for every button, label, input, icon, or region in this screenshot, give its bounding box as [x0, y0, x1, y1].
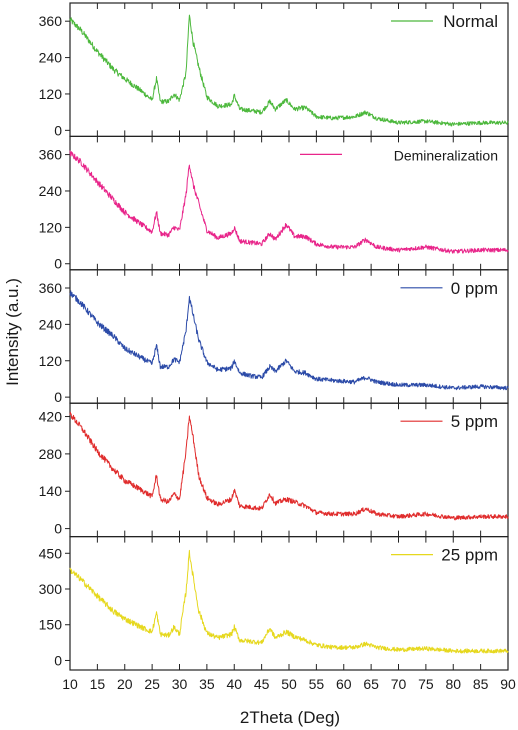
y-tick-label: 360	[39, 13, 63, 29]
y-tick-label: 120	[39, 86, 63, 102]
series-line	[69, 290, 509, 391]
y-tick-label: 120	[39, 353, 63, 369]
x-tick-label: 40	[226, 676, 242, 692]
x-tick-label: 60	[336, 676, 352, 692]
y-tick-label: 0	[54, 389, 62, 405]
y-tick-label: 0	[54, 652, 62, 668]
x-tick-label: 55	[309, 676, 325, 692]
legend-label: 0 ppm	[451, 279, 498, 298]
series-line	[69, 150, 509, 254]
y-tick-label: 360	[39, 147, 63, 163]
panel-0: 0 120 240 360 Normal	[39, 2, 509, 138]
x-tick-label: 50	[281, 676, 297, 692]
y-tick-label: 0	[54, 256, 62, 272]
x-axis: 10 15 20 25 30 35 40 45 50 55 60 65 70 75 80 85 90	[62, 676, 516, 692]
panel-2: 0 120 240 360 0 ppm	[39, 269, 509, 405]
x-tick-label: 70	[391, 676, 407, 692]
y-tick-label: 240	[39, 183, 63, 199]
y-tick-label: 140	[39, 483, 63, 499]
y-tick-label: 0	[54, 122, 62, 138]
series-line	[69, 549, 509, 654]
x-tick-label: 45	[254, 676, 270, 692]
y-tick-label: 240	[39, 50, 63, 66]
y-axis-title: Intensity (a.u.)	[3, 278, 22, 386]
y-tick-label: 150	[39, 617, 63, 633]
x-tick-label: 80	[445, 676, 461, 692]
series-line	[69, 14, 509, 127]
series-line	[69, 411, 509, 521]
x-tick-label: 25	[144, 676, 160, 692]
legend-label: Demineralization	[394, 147, 498, 163]
x-tick-label: 30	[172, 676, 188, 692]
x-tick-label: 65	[363, 676, 379, 692]
x-tick-label: 35	[199, 676, 215, 692]
legend-label: 25 ppm	[441, 546, 498, 565]
panel-1: 0 120 240 360 Demineralization	[39, 135, 509, 272]
y-tick-label: 360	[39, 280, 63, 296]
y-tick-label: 280	[39, 446, 63, 462]
panel-3: 0 140 280 420 5 ppm	[39, 402, 509, 538]
legend-label: 5 ppm	[451, 412, 498, 431]
x-tick-label: 15	[90, 676, 106, 692]
panel-4: 0 150 300 450 25 ppm	[39, 535, 509, 671]
x-tick-label: 20	[117, 676, 133, 692]
y-tick-label: 300	[39, 581, 63, 597]
panel-frame	[69, 269, 509, 404]
x-tick-label: 75	[418, 676, 434, 692]
x-tick-label: 10	[62, 676, 78, 692]
x-axis-title: 2Theta (Deg)	[240, 708, 340, 727]
y-tick-label: 420	[39, 409, 63, 425]
panels-layer: 0 120 240 360 Normal 0 120 240 360 Demineralizati…	[39, 2, 509, 671]
y-tick-label: 120	[39, 219, 63, 235]
y-tick-label: 450	[39, 545, 63, 561]
x-tick-label: 85	[473, 676, 489, 692]
legend-label: Normal	[443, 12, 498, 31]
y-tick-label: 0	[54, 521, 62, 537]
y-tick-label: 240	[39, 316, 63, 332]
x-tick-label: 90	[500, 676, 516, 692]
